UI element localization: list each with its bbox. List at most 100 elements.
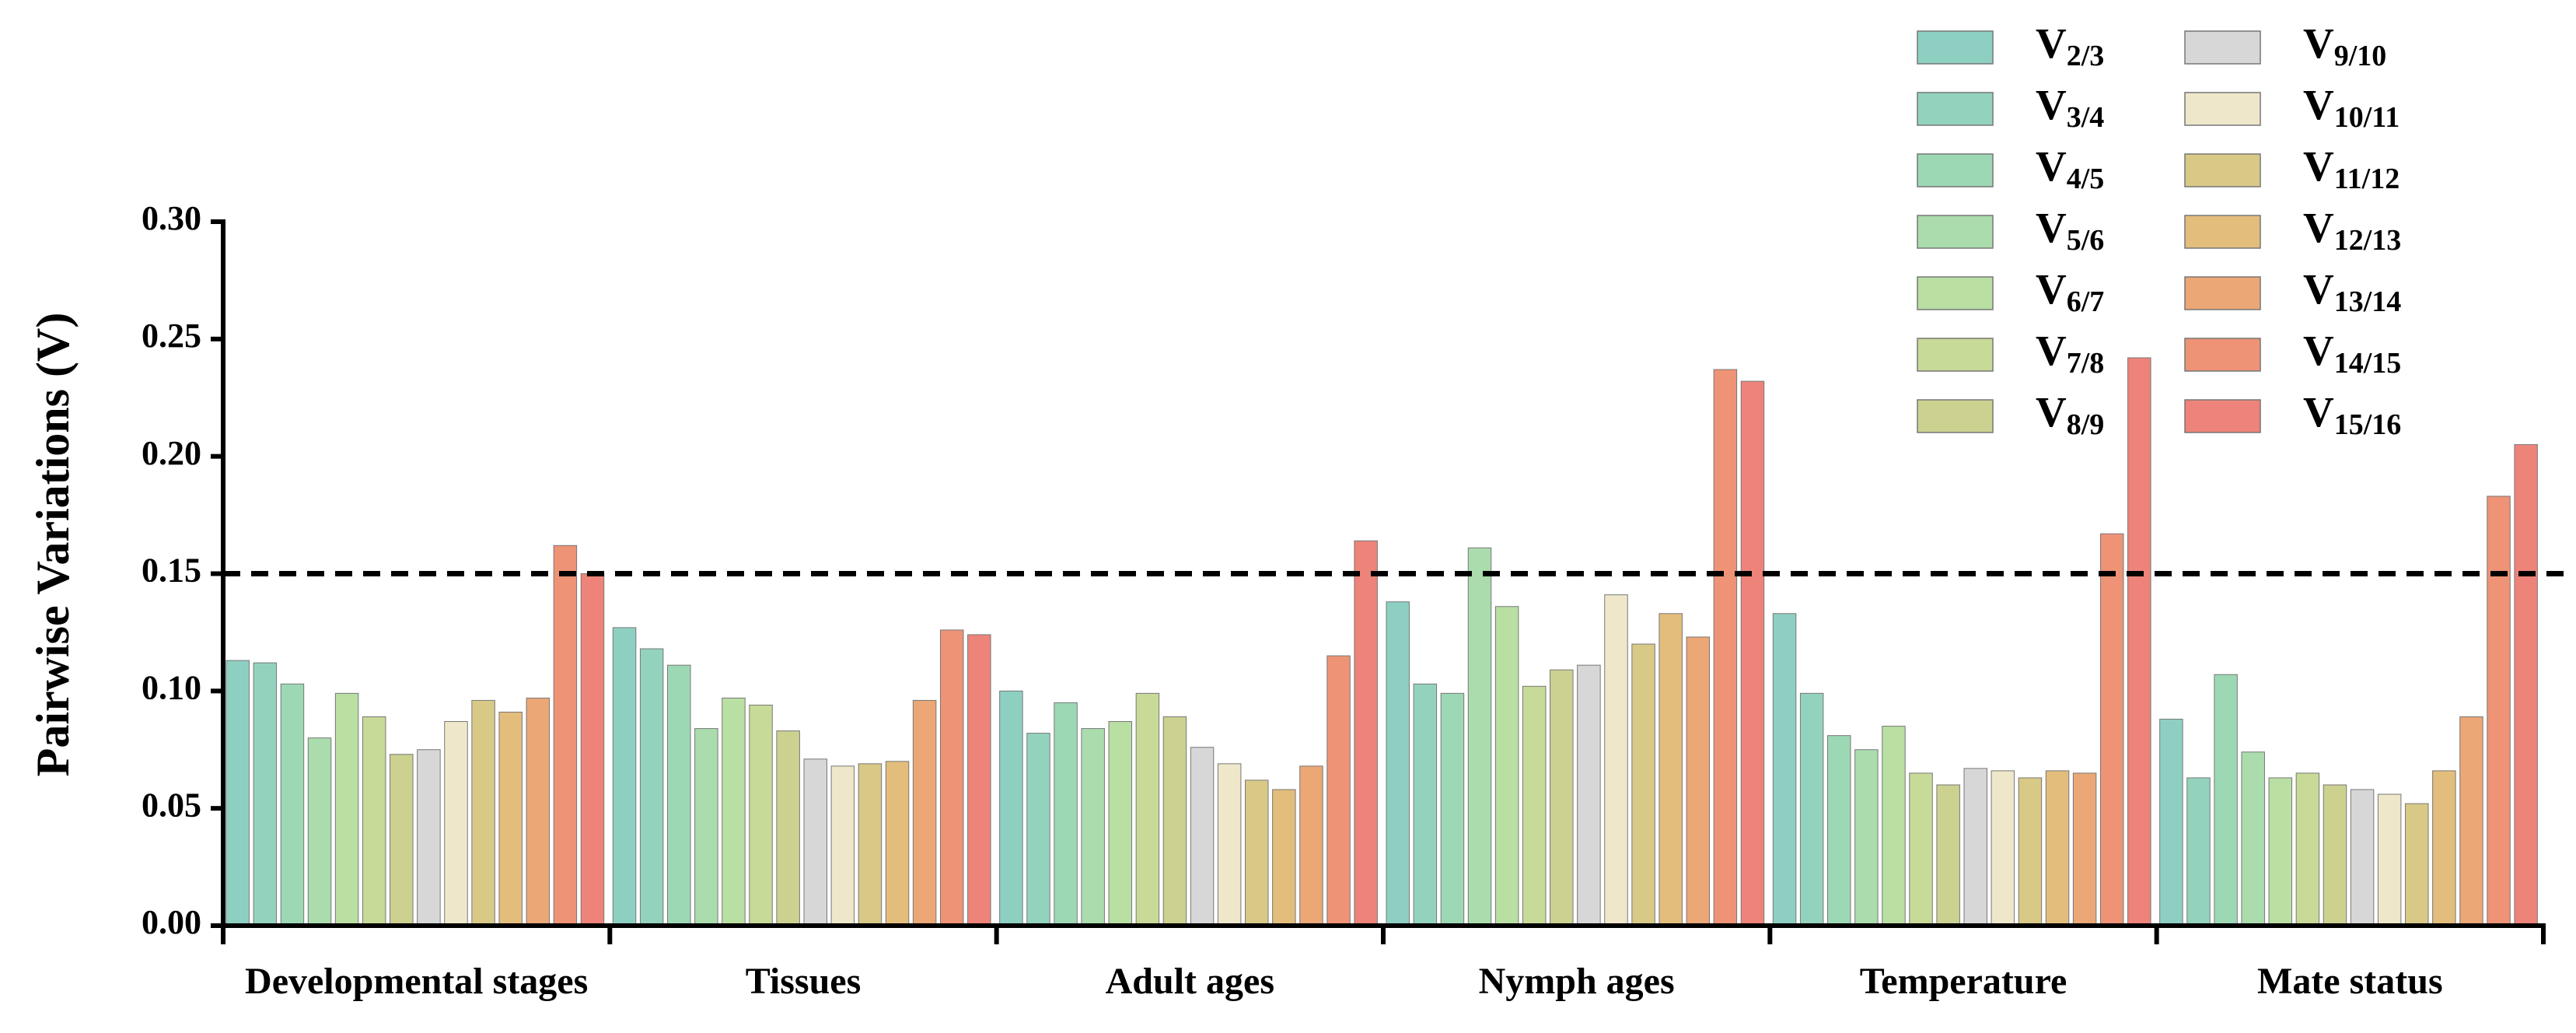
y-tick-label: 0.20 <box>142 434 201 472</box>
legend-label: V2/3 <box>2036 19 2104 72</box>
x-tick-label: Mate status <box>2257 961 2443 1002</box>
bar <box>1854 749 1879 926</box>
legend-label: V12/13 <box>2303 204 2401 257</box>
bar <box>1299 765 1323 926</box>
legend-label: V9/10 <box>2303 19 2386 72</box>
bar <box>2099 533 2124 926</box>
x-tick-label: Adult ages <box>1106 961 1274 1002</box>
bar <box>1245 779 1269 926</box>
bar <box>803 758 827 926</box>
bar <box>1631 643 1655 926</box>
bar <box>580 573 605 926</box>
legend-label: V13/14 <box>2303 265 2401 318</box>
legend-swatch <box>1917 30 1994 65</box>
y-axis-title: Pairwise Variations (V) <box>27 313 79 777</box>
bar <box>1494 606 1519 926</box>
bar <box>334 692 359 926</box>
legend-swatch <box>1917 338 1994 372</box>
bar <box>1413 683 1438 926</box>
bar <box>1026 733 1050 926</box>
bar <box>2350 789 2375 926</box>
bar <box>2405 803 2429 926</box>
legend-label: V8/9 <box>2036 388 2104 441</box>
bar <box>1658 613 1683 926</box>
bar <box>1713 369 1738 926</box>
legend-swatch <box>2184 399 2261 433</box>
bar <box>1467 547 1492 926</box>
bar <box>2268 777 2293 926</box>
bar <box>1108 721 1133 926</box>
bar <box>1799 692 1824 926</box>
bar <box>1190 747 1215 926</box>
y-tick-label: 0.00 <box>142 903 201 941</box>
bar <box>2295 772 2320 926</box>
legend-swatch <box>1917 92 1994 126</box>
legend-label: V14/15 <box>2303 327 2401 380</box>
legend-label: V4/5 <box>2036 142 2104 195</box>
legend-label: V3/4 <box>2036 81 2104 134</box>
bar <box>2159 719 2183 926</box>
bar <box>1054 702 1078 926</box>
bar <box>2072 772 2097 926</box>
bar <box>2186 777 2211 926</box>
bar <box>1827 735 1851 926</box>
bar <box>2432 770 2456 926</box>
bar <box>885 761 910 926</box>
bar <box>749 704 773 926</box>
bar <box>225 660 250 926</box>
y-tick-label: 0.15 <box>142 552 201 590</box>
bar <box>390 754 414 926</box>
bar <box>526 697 551 926</box>
legend-swatch <box>2184 338 2261 372</box>
bar <box>1936 784 1960 926</box>
x-tick-label: Temperature <box>1860 961 2067 1002</box>
legend-label: V5/6 <box>2036 204 2104 257</box>
y-tick-label: 0.25 <box>142 317 201 355</box>
y-tick-label: 0.05 <box>142 786 201 824</box>
bar <box>1135 692 1160 926</box>
legend-label: V10/11 <box>2303 81 2399 134</box>
bar <box>553 545 578 926</box>
bar <box>858 763 883 926</box>
bar <box>1162 716 1187 926</box>
legend-swatch <box>2184 215 2261 249</box>
legend-label: V6/7 <box>2036 265 2104 318</box>
bar <box>1550 669 1574 926</box>
x-tick-label: Tissues <box>746 961 862 1002</box>
bar <box>722 697 746 926</box>
bar <box>2045 770 2070 926</box>
legend-label: V7/8 <box>2036 327 2104 380</box>
bar <box>1386 601 1410 926</box>
bar <box>1354 540 1378 926</box>
bar <box>999 690 1023 926</box>
bar <box>1963 768 1987 926</box>
bar <box>612 627 637 926</box>
bar <box>498 711 523 926</box>
bar <box>667 664 691 926</box>
bar <box>830 765 855 926</box>
bar <box>2487 495 2511 926</box>
bar <box>2514 444 2538 926</box>
y-tick-label: 0.30 <box>142 199 201 237</box>
bar <box>1272 789 1296 926</box>
bar <box>1440 692 1465 926</box>
bar <box>939 629 964 926</box>
legend-swatch <box>2184 276 2261 310</box>
bar <box>1326 655 1351 926</box>
bar <box>2214 674 2238 926</box>
legend-label: V11/12 <box>2303 142 2399 195</box>
bar <box>1882 726 1906 926</box>
x-tick-label: Developmental stages <box>245 961 588 1002</box>
legend-swatch <box>2184 30 2261 65</box>
legend-swatch <box>1917 215 1994 249</box>
bar <box>2241 751 2265 926</box>
bar <box>2377 793 2402 926</box>
bar <box>417 749 441 926</box>
legend-swatch <box>1917 399 1994 433</box>
y-tick-label: 0.10 <box>142 668 201 706</box>
bar <box>471 699 495 926</box>
bar <box>1604 594 1628 926</box>
bar <box>362 716 386 926</box>
